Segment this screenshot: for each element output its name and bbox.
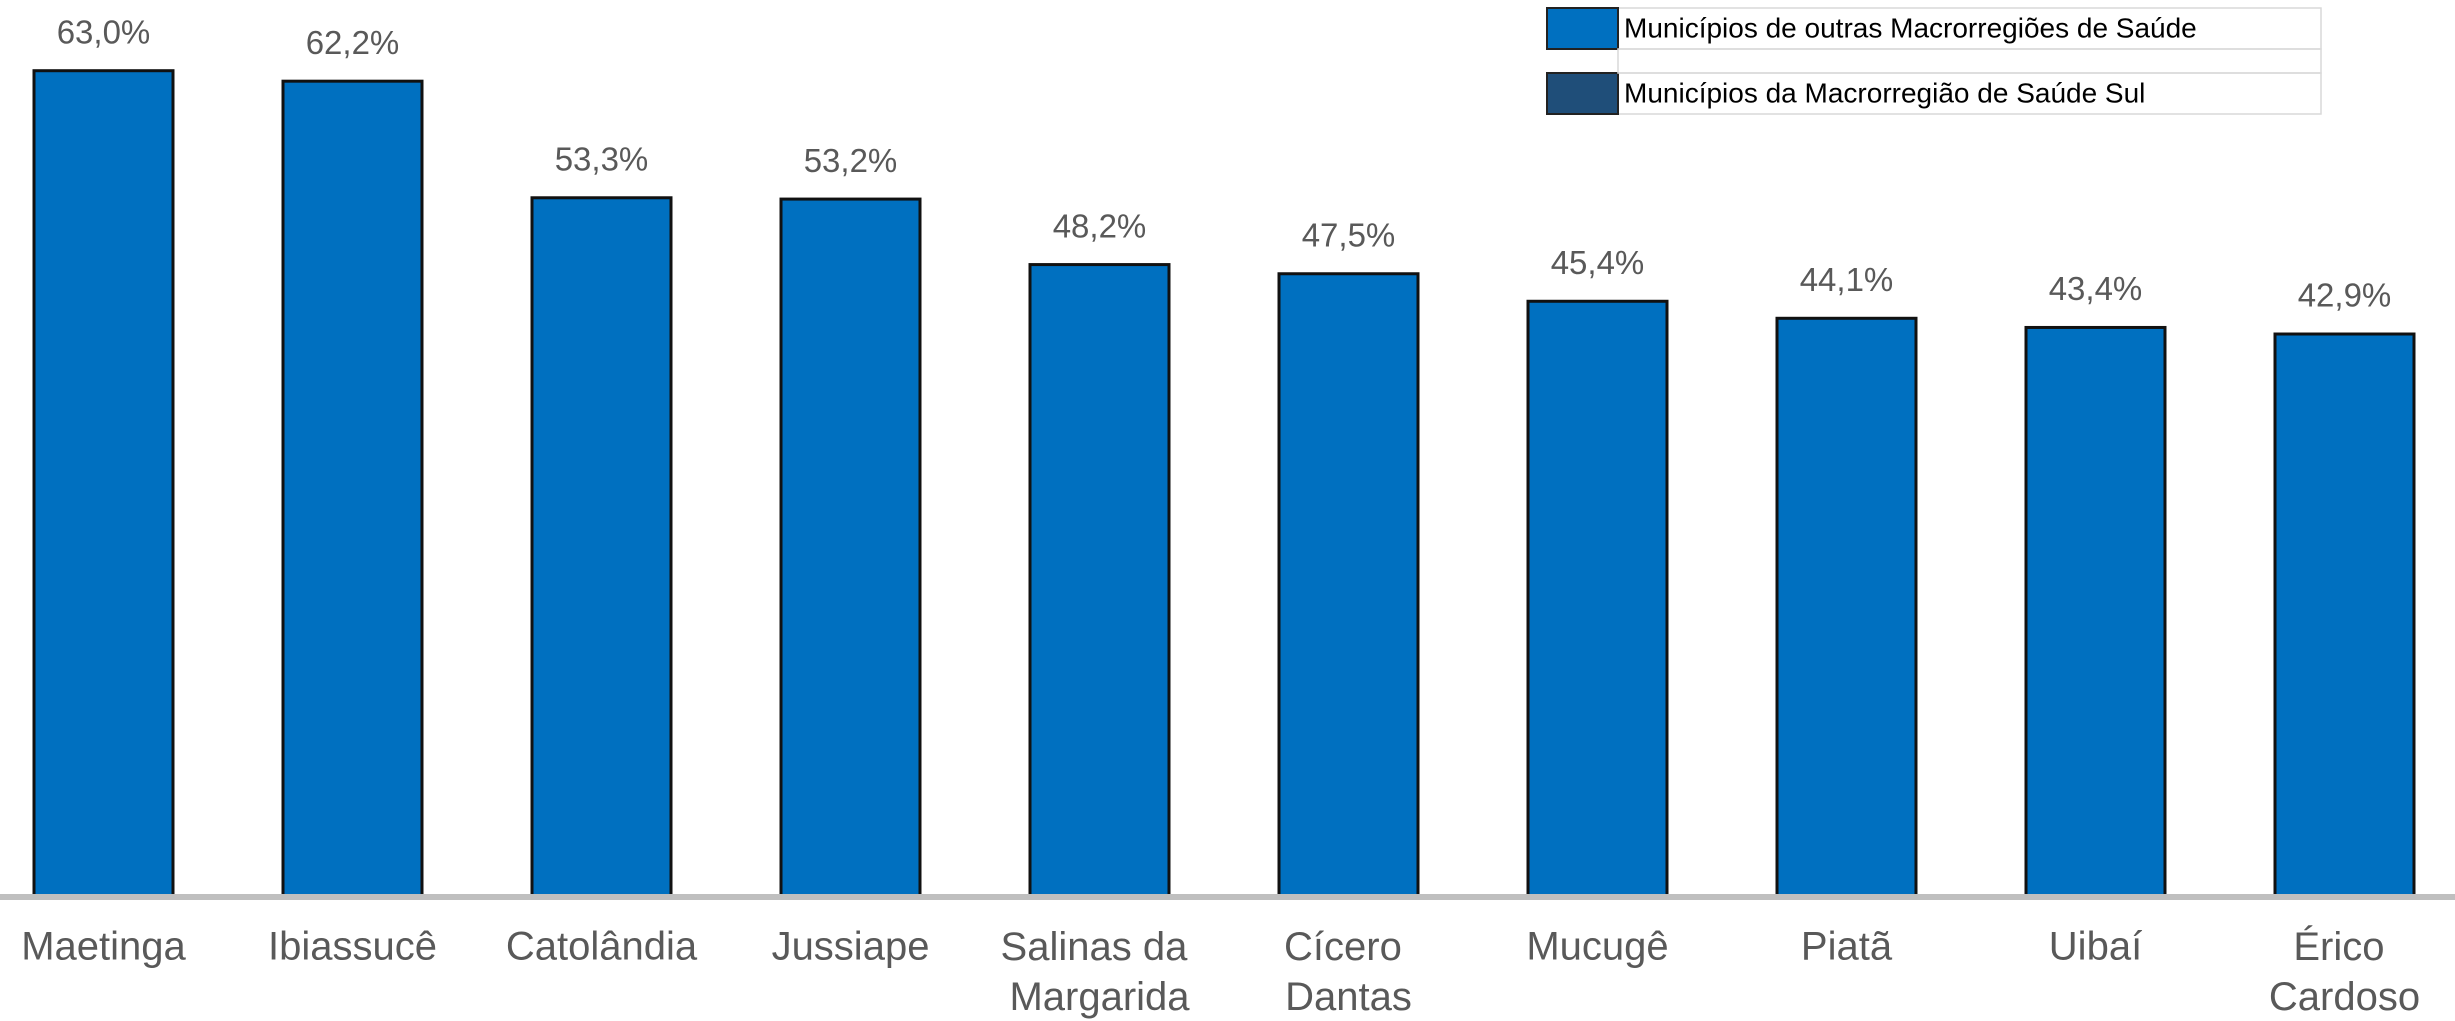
x-tick-label: Maetinga <box>21 925 186 969</box>
x-tick-label: Cícero Dantas <box>1284 925 1413 1019</box>
legend-swatch <box>1546 72 1619 115</box>
label-line: Margarida <box>1009 975 1190 1019</box>
x-tick-label: Uibaí <box>2049 925 2142 969</box>
value-label: 47,5% <box>1302 216 1396 253</box>
bar <box>779 197 922 898</box>
label-line: Dantas <box>1285 975 1412 1019</box>
legend-gap <box>1617 48 2322 74</box>
value-label: 62,2% <box>306 24 400 61</box>
label-line: Salinas da <box>1001 925 1199 969</box>
legend-swatch <box>1546 7 1619 50</box>
bar <box>2024 325 2167 898</box>
label-line: Cardoso <box>2269 975 2420 1019</box>
bar <box>32 69 175 898</box>
value-label: 43,4% <box>2049 270 2143 307</box>
x-tick-label: Mucugê <box>1526 925 1668 969</box>
legend-label: Municípios de outras Macrorregiões de Sa… <box>1624 12 2197 43</box>
x-tick-label: Érico Cardoso <box>2269 924 2420 1019</box>
x-tick-label: Jussiape <box>772 925 930 969</box>
x-tick-label: Salinas da Margarida <box>1001 925 1199 1019</box>
value-label: 45,4% <box>1551 244 1645 281</box>
value-label: 53,2% <box>804 142 898 179</box>
bar <box>2273 332 2416 898</box>
legend-label: Municípios da Macrorregião de Saúde Sul <box>1624 77 2145 108</box>
bar <box>1028 263 1171 898</box>
x-tick-label: Catolândia <box>506 925 698 969</box>
bar <box>530 196 673 898</box>
value-label: 53,3% <box>555 140 649 177</box>
x-tick-label: Piatã <box>1801 925 1893 969</box>
label-line: Érico <box>2293 924 2395 969</box>
x-tick-label: Ibiassucê <box>268 925 437 969</box>
value-label: 63,0% <box>57 13 151 50</box>
bar <box>1775 316 1918 898</box>
legend-row <box>1546 72 2322 115</box>
value-label: 44,1% <box>1800 261 1894 298</box>
bar <box>281 79 424 898</box>
value-label: 42,9% <box>2298 277 2392 314</box>
bar <box>1526 299 1669 898</box>
value-label: 48,2% <box>1053 207 1147 244</box>
bar <box>1277 272 1420 898</box>
label-line: Cícero <box>1284 925 1413 969</box>
